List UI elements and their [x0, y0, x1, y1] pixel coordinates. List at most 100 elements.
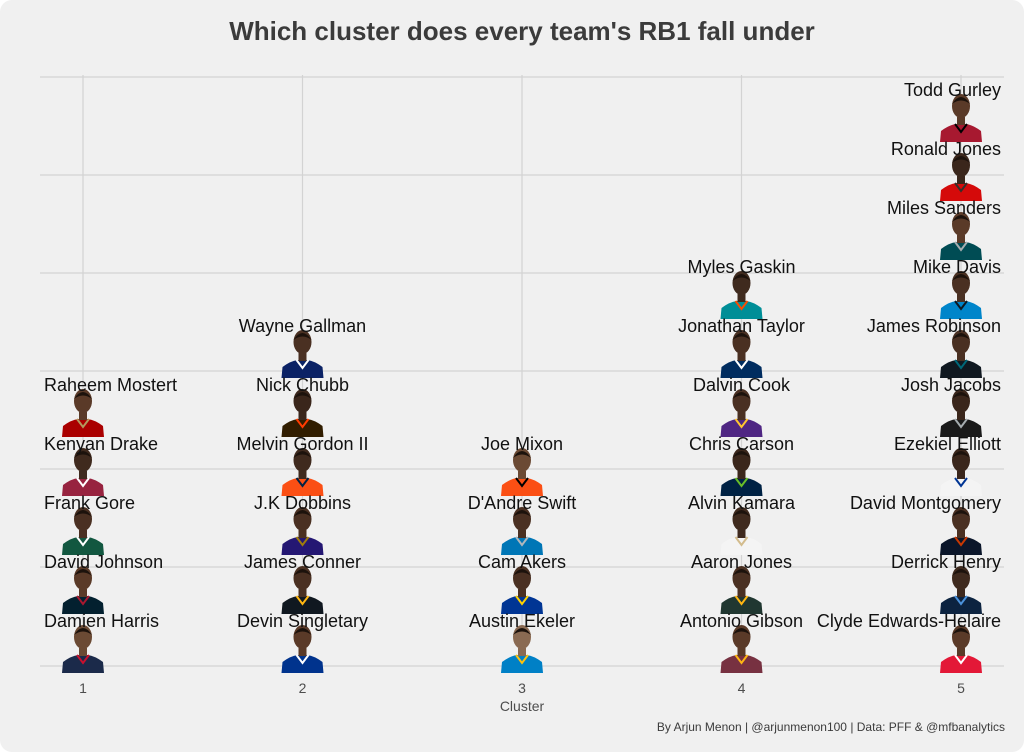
player-neck — [957, 176, 965, 184]
player-neck — [298, 471, 307, 479]
player-name-label: Raheem Mostert — [44, 375, 177, 395]
player-headshot — [501, 566, 543, 614]
jersey-collar — [734, 654, 749, 665]
player-marks — [62, 94, 982, 673]
player-neck — [957, 589, 965, 597]
jersey-collar — [954, 654, 968, 665]
player-headshot — [940, 448, 982, 496]
player-name-label: Wayne Gallman — [239, 316, 366, 336]
player-name-label: Aaron Jones — [691, 552, 792, 572]
jersey-collar — [734, 359, 749, 370]
player-hair — [952, 569, 970, 576]
player-headshot — [720, 566, 763, 614]
jersey-collar — [954, 536, 968, 547]
x-tick-label: 4 — [738, 680, 746, 696]
jersey-collar — [76, 477, 90, 488]
jersey-collar — [295, 654, 310, 665]
player-hair — [74, 510, 92, 517]
player-headshot — [720, 507, 763, 555]
player-headshot — [940, 330, 982, 378]
player-headshot — [940, 212, 982, 260]
player-hair — [293, 333, 312, 340]
player-headshot — [720, 330, 763, 378]
player-neck — [957, 648, 965, 656]
player-hair — [293, 628, 312, 635]
player-name-label: Devin Singletary — [237, 611, 368, 631]
player-neck — [737, 412, 746, 420]
player-hair — [732, 569, 751, 576]
player-headshot — [940, 389, 982, 437]
player-name-label: J.K Dobbins — [254, 493, 351, 513]
player-hair — [952, 274, 970, 281]
player-name-label: Josh Jacobs — [901, 375, 1001, 395]
player-name-label: Cam Akers — [478, 552, 566, 572]
player-headshot — [62, 389, 104, 437]
player-neck — [518, 530, 526, 538]
player-name-label: Miles Sanders — [887, 198, 1001, 218]
player-name-label: Kenyan Drake — [44, 434, 158, 454]
player-headshot — [940, 625, 982, 673]
player-hair — [952, 333, 970, 340]
player-name-label: Joe Mixon — [481, 434, 563, 454]
player-hair — [74, 451, 92, 458]
player-name-label: D'Andre Swift — [468, 493, 576, 513]
player-headshot — [720, 271, 763, 319]
player-neck — [957, 412, 965, 420]
player-headshot — [720, 448, 763, 496]
jersey-collar — [734, 595, 749, 606]
player-headshot — [62, 566, 104, 614]
player-name-label: Melvin Gordon II — [236, 434, 368, 454]
jersey-collar — [954, 477, 968, 488]
x-axis-ticks: 1 2 3 4 5 — [79, 680, 965, 696]
player-neck — [79, 589, 87, 597]
player-name-label: Todd Gurley — [904, 80, 1001, 100]
player-neck — [79, 648, 87, 656]
player-neck — [298, 412, 307, 420]
player-headshot — [940, 566, 982, 614]
player-neck — [737, 353, 746, 361]
player-hair — [732, 510, 751, 517]
player-neck — [957, 235, 965, 243]
player-headshot — [281, 389, 324, 437]
player-headshot — [62, 625, 104, 673]
jersey-collar — [76, 536, 90, 547]
jersey-collar — [76, 595, 90, 606]
player-name-label: Alvin Kamara — [688, 493, 796, 513]
player-headshot — [281, 448, 324, 496]
player-headshot — [281, 566, 324, 614]
player-hair — [513, 451, 531, 458]
player-name-label: James Conner — [244, 552, 361, 572]
player-neck — [298, 530, 307, 538]
player-headshot — [940, 271, 982, 319]
jersey-collar — [954, 300, 968, 311]
player-name-label: David Johnson — [44, 552, 163, 572]
x-axis-label: Cluster — [500, 698, 545, 714]
player-hair — [74, 569, 92, 576]
player-name-label: Chris Carson — [689, 434, 794, 454]
player-neck — [298, 589, 307, 597]
player-name-label: Derrick Henry — [891, 552, 1001, 572]
player-name-label: Ronald Jones — [891, 139, 1001, 159]
player-hair — [74, 628, 92, 635]
x-tick-label: 3 — [518, 680, 526, 696]
player-neck — [957, 117, 965, 125]
player-labels: Damien Harris David Johnson Frank Gore Keny… — [44, 80, 1001, 631]
jersey-collar — [734, 536, 749, 547]
x-tick-label: 2 — [299, 680, 307, 696]
player-name-label: Jonathan Taylor — [678, 316, 805, 336]
player-neck — [79, 412, 87, 420]
jersey-collar — [515, 536, 529, 547]
player-hair — [732, 628, 751, 635]
player-neck — [737, 648, 746, 656]
player-neck — [79, 530, 87, 538]
x-tick-label: 1 — [79, 680, 87, 696]
player-hair — [952, 451, 970, 458]
player-neck — [737, 530, 746, 538]
player-neck — [518, 589, 526, 597]
player-headshot — [62, 448, 104, 496]
player-name-label: Ezekiel Elliott — [894, 434, 1001, 454]
player-headshot — [720, 625, 763, 673]
player-neck — [957, 353, 965, 361]
